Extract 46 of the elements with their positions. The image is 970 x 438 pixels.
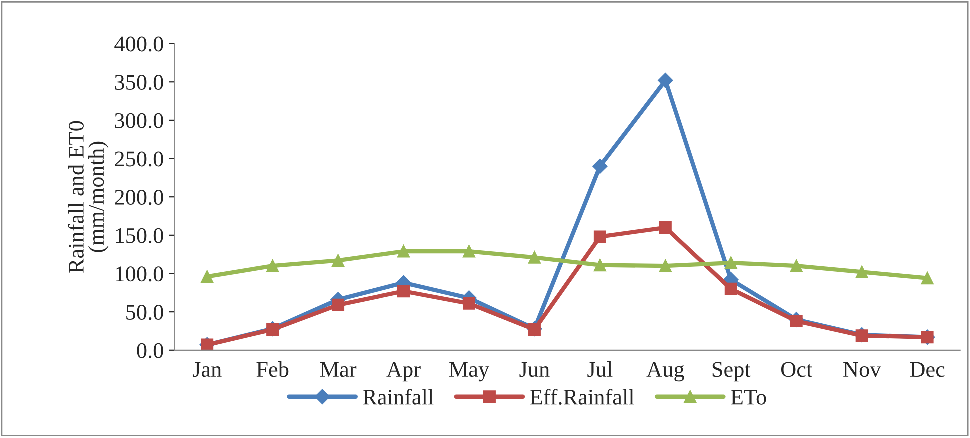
x-tick-label: Jun <box>520 362 550 378</box>
point <box>856 330 868 342</box>
legend-label: Rainfall <box>363 389 434 405</box>
legend-label: Eff.Rainfall <box>530 389 634 405</box>
point <box>659 222 672 234</box>
point <box>594 259 606 272</box>
point <box>201 270 214 284</box>
point <box>658 73 674 88</box>
point <box>856 266 868 278</box>
y-tick-label: 200.0 <box>115 190 164 206</box>
point <box>724 282 738 296</box>
y-axis-title: Rainfall and ET0 (mm/month) <box>68 121 109 273</box>
y-tick-label: 150.0 <box>116 228 164 244</box>
y-tick-label: 50.0 <box>126 305 164 320</box>
point <box>659 260 672 272</box>
point <box>398 245 410 258</box>
x-tick-label: Mar <box>320 362 357 378</box>
x-tick-label: Aug <box>646 362 684 382</box>
point <box>594 230 606 244</box>
x-tick-label: Dec <box>910 362 945 378</box>
point <box>398 285 410 298</box>
x-tick-label: Jan <box>192 362 222 378</box>
x-tick-label: May <box>450 362 490 382</box>
point <box>921 272 934 285</box>
y-tick-label: 400.0 <box>114 36 164 52</box>
legend-label: ETo <box>731 390 766 405</box>
point <box>592 158 608 174</box>
y-tick-label: 300.0 <box>115 113 164 128</box>
x-tick-label: Oct <box>781 362 813 378</box>
y-tick-label: 350.0 <box>115 75 164 90</box>
point <box>462 297 476 310</box>
point <box>266 260 280 272</box>
point <box>332 254 345 267</box>
point <box>332 298 345 312</box>
point <box>724 256 738 270</box>
y-tick-label: 250.0 <box>115 152 164 167</box>
x-tick-label: Nov <box>844 362 882 378</box>
x-tick-label: Sept <box>712 362 751 382</box>
y-tick-label: 100.0 <box>116 266 164 282</box>
point <box>790 260 803 272</box>
y-tick-label: 0.0 <box>137 343 164 358</box>
point <box>462 245 476 258</box>
x-tick-label: Apr <box>386 362 421 382</box>
x-tick-label: Feb <box>256 362 289 378</box>
point <box>528 251 541 264</box>
x-tick-label: Jul <box>588 362 613 378</box>
